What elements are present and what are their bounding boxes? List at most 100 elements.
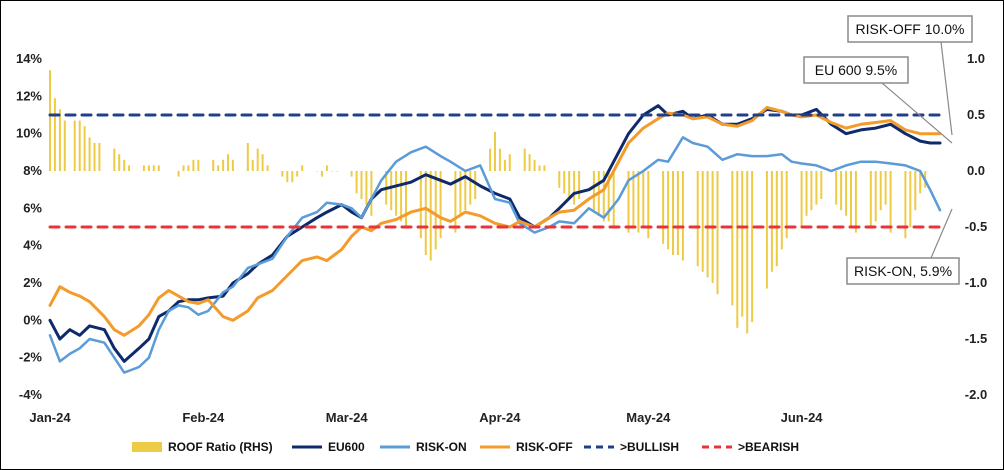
roof-ratio-bar [573, 171, 576, 205]
legend: ROOF Ratio (RHS) EU600 RISK-ON RISK-OFF >BUL… [132, 440, 799, 454]
roof-ratio-bar [889, 171, 892, 233]
right-y-tick-label: 1.0 [967, 51, 985, 66]
roof-ratio-bar [395, 171, 398, 216]
roof-ratio-bar [350, 171, 353, 177]
roof-ratio-bar [83, 126, 86, 171]
roof-ratio-bar [320, 171, 323, 177]
roof-ratio-bar [800, 171, 803, 227]
roof-ratio-bar [538, 165, 541, 171]
roof-ratio-bar [246, 143, 249, 171]
left-y-tick-label: 14% [16, 51, 42, 66]
roof-ratio-bar [222, 159, 225, 171]
roof-ratio-bar [746, 171, 749, 334]
legend-label: >BEARISH [738, 440, 799, 454]
roof-ratio-bar [192, 159, 195, 171]
roof-ratio-bar [227, 154, 229, 171]
roof-ratio-bar [854, 171, 857, 233]
roof-ratio-bar [523, 148, 526, 171]
roof-ratio-bar [464, 171, 467, 211]
callout-box [803, 56, 909, 84]
roof-ratio-bar [128, 165, 131, 171]
right-y-tick-label: -1.5 [965, 331, 987, 346]
callout-box [847, 15, 973, 43]
roof-ratio-bar [815, 171, 818, 205]
right-y-tick-label: 0.0 [967, 163, 985, 178]
roof-ratio-bar [770, 171, 773, 272]
roof-ratio-bar [73, 120, 76, 171]
callout-label: RISK-OFF 10.0% [856, 21, 965, 37]
roof-ratio-bar [291, 171, 294, 183]
roof-ratio-bar [296, 171, 299, 177]
left-y-tick-label: 0% [23, 312, 42, 327]
roof-ratio-bar [592, 171, 595, 211]
right-y-tick-label: 0.5 [967, 107, 985, 122]
legend-item: RISK-ON [380, 440, 467, 454]
roof-ratio-bar [765, 171, 768, 289]
legend-label: RISK-OFF [516, 440, 573, 454]
roof-ratio-bar [256, 148, 259, 171]
roof-ratio-bar [365, 171, 368, 205]
roof-ratio-bar [147, 165, 150, 171]
legend-item: >BULLISH [584, 440, 679, 454]
legend-item: EU600 [292, 440, 365, 454]
legend-item: ROOF Ratio (RHS) [132, 440, 273, 454]
left-y-tick-label: 6% [23, 200, 42, 215]
roof-ratio-bar [533, 159, 536, 171]
roof-ratio-bar [434, 171, 437, 250]
roof-ratio-bar [578, 171, 581, 199]
roof-ratio-bar [840, 171, 843, 211]
roof-ratio-bar [731, 171, 734, 306]
roof-ratio-bar [914, 171, 917, 211]
roof-ratio-bar [775, 171, 778, 267]
roof-ratio-bar [627, 171, 630, 233]
legend-swatch [132, 442, 162, 452]
roof-ratio-bar [231, 159, 234, 171]
roof-ratio-bar [672, 171, 674, 255]
roof-ratio-bar [301, 165, 304, 171]
roof-ratio-bar [157, 165, 160, 171]
roof-ratio-bar [568, 171, 571, 199]
roof-ratio-bar [508, 154, 511, 171]
roof-ratio-bar [316, 171, 318, 172]
legend-item: RISK-OFF [480, 440, 573, 454]
callout-leader-line [940, 41, 953, 136]
roof-ratio-bar [662, 171, 665, 244]
roof-ratio-bar [820, 171, 823, 199]
x-tick-label: Feb-24 [182, 410, 225, 425]
roof-ratio-bar [390, 171, 393, 211]
series-line-risk-off [48, 106, 942, 337]
roof-ratio-bar [98, 143, 101, 171]
roof-ratio-bar [498, 148, 501, 171]
roof-ratio-bar [123, 159, 126, 171]
roof-ratio-bar [706, 171, 709, 278]
roof-ratio-bar [177, 171, 180, 177]
roof-ratio-bar [152, 165, 155, 171]
roof-ratio-bar [469, 171, 472, 205]
left-y-axis: 14% 12% 10% 8% 6% 4% 2% 0% -2% -4% [16, 51, 42, 402]
left-y-tick-label: 4% [23, 238, 42, 253]
roof-ratio-bar [563, 171, 566, 194]
roof-ratio-bar [251, 159, 254, 171]
roof-ratio-bar [335, 171, 338, 172]
roof-ratio-bar [558, 171, 561, 188]
callout-box [846, 257, 960, 285]
roof-ratio-bar [212, 159, 215, 171]
callout: RISK-ON, 5.9% [846, 208, 960, 285]
roof-ratio-bar [454, 171, 457, 233]
right-y-tick-label: -0.5 [965, 219, 987, 234]
roof-ratio-bar [543, 165, 546, 171]
roof-ratio-bar [459, 171, 462, 216]
roof-ratio-bar [419, 171, 422, 239]
roof-ratio-bar [182, 165, 185, 171]
roof-ratio-bar [632, 171, 635, 227]
roof-ratio-bar [503, 159, 506, 171]
callout-labels: RISK-OFF 10.0% EU 600 9.5% RISK-ON, 5.9% [803, 15, 973, 285]
roof-ratio-bar [874, 171, 877, 222]
roof-ratio-bar [850, 171, 852, 227]
roof-ratio-bar [429, 171, 432, 261]
roof-ratio-bar [494, 131, 496, 171]
callout-label: RISK-ON, 5.9% [854, 263, 952, 279]
callout-label: EU 600 9.5% [815, 62, 898, 78]
x-tick-label: Jun-24 [781, 410, 824, 425]
